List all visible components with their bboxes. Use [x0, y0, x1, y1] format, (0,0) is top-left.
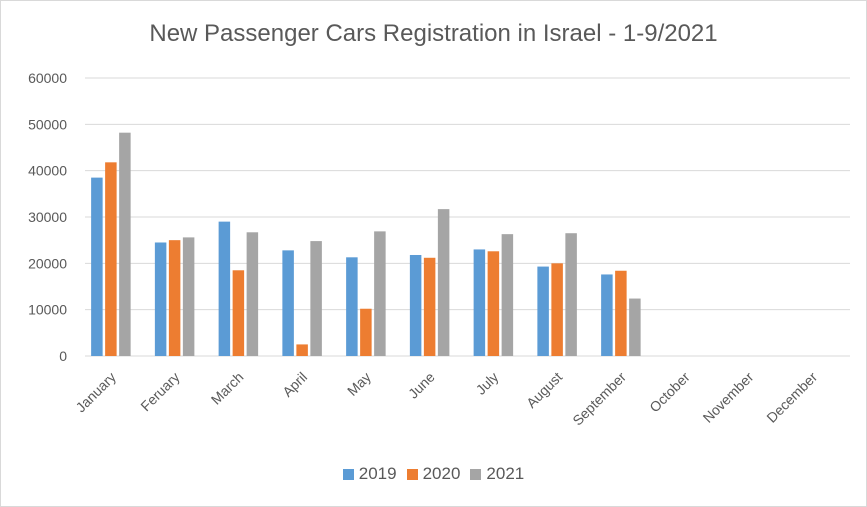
- bar-2019-september: [601, 274, 613, 356]
- y-tick-label: 60000: [28, 70, 67, 86]
- bar-2021-september: [629, 298, 641, 356]
- bar-2019-april: [282, 250, 294, 356]
- y-tick-label: 0: [59, 348, 67, 364]
- legend-item-2021: 2021: [470, 464, 524, 484]
- bar-2021-august: [565, 233, 577, 356]
- legend-swatch-2020: [406, 468, 418, 480]
- bar-2019-may: [346, 257, 358, 356]
- y-tick-label: 10000: [28, 302, 67, 318]
- bar-2021-feruary: [182, 237, 195, 356]
- legend-label-2021: 2021: [486, 464, 525, 483]
- x-tick-label: September: [569, 369, 629, 429]
- bar-2020-july: [487, 251, 500, 356]
- bar-2021-july: [501, 234, 514, 356]
- bar-2021-june: [437, 209, 450, 356]
- x-tick-label: June: [405, 369, 438, 402]
- x-tick-label: January: [72, 369, 119, 416]
- legend-swatch-2019: [342, 468, 354, 480]
- legend-item-2019: 2019: [342, 464, 397, 484]
- y-tick-label: 50000: [28, 116, 67, 132]
- y-tick-label: 20000: [28, 255, 67, 271]
- x-tick-label: Feruary: [137, 369, 182, 414]
- y-tick-label: 40000: [28, 163, 67, 179]
- bar-2019-feruary: [154, 242, 167, 356]
- x-tick-label: July: [473, 369, 502, 398]
- bar-2020-march: [232, 270, 245, 356]
- x-tick-label: August: [523, 369, 565, 411]
- legend: 2019 2020 2021: [0, 464, 867, 484]
- bar-2020-september: [615, 270, 627, 356]
- bar-2019-march: [218, 221, 231, 356]
- chart-title: New Passenger Cars Registration in Israe…: [149, 20, 718, 47]
- bar-2021-march: [246, 232, 259, 356]
- bar-2021-january: [119, 132, 131, 356]
- bar-2020-january: [105, 162, 117, 356]
- x-tick-label: May: [344, 369, 374, 399]
- legend-swatch-2021: [470, 468, 482, 480]
- x-tick-label: December: [763, 369, 820, 426]
- legend-label-2019: 2019: [358, 464, 397, 483]
- bar-2019-july: [473, 249, 486, 356]
- legend-item-2020: 2020: [406, 464, 461, 484]
- bar-2021-may: [374, 231, 386, 356]
- y-tick-label: 30000: [28, 209, 67, 225]
- bar-2021-april: [310, 241, 322, 356]
- bar-2019-january: [91, 177, 103, 356]
- x-tick-label: April: [279, 369, 310, 400]
- bar-2019-august: [537, 266, 549, 356]
- bar-2020-june: [423, 257, 436, 356]
- x-tick-label: October: [646, 369, 693, 416]
- x-tick-label: November: [700, 369, 757, 426]
- bar-2020-april: [296, 344, 308, 356]
- bar-2020-may: [360, 308, 372, 356]
- bar-2020-august: [551, 263, 563, 356]
- bar-2019-june: [409, 254, 422, 356]
- legend-label-2020: 2020: [422, 464, 461, 483]
- x-tick-label: March: [208, 369, 247, 408]
- bar-2020-feruary: [168, 240, 181, 356]
